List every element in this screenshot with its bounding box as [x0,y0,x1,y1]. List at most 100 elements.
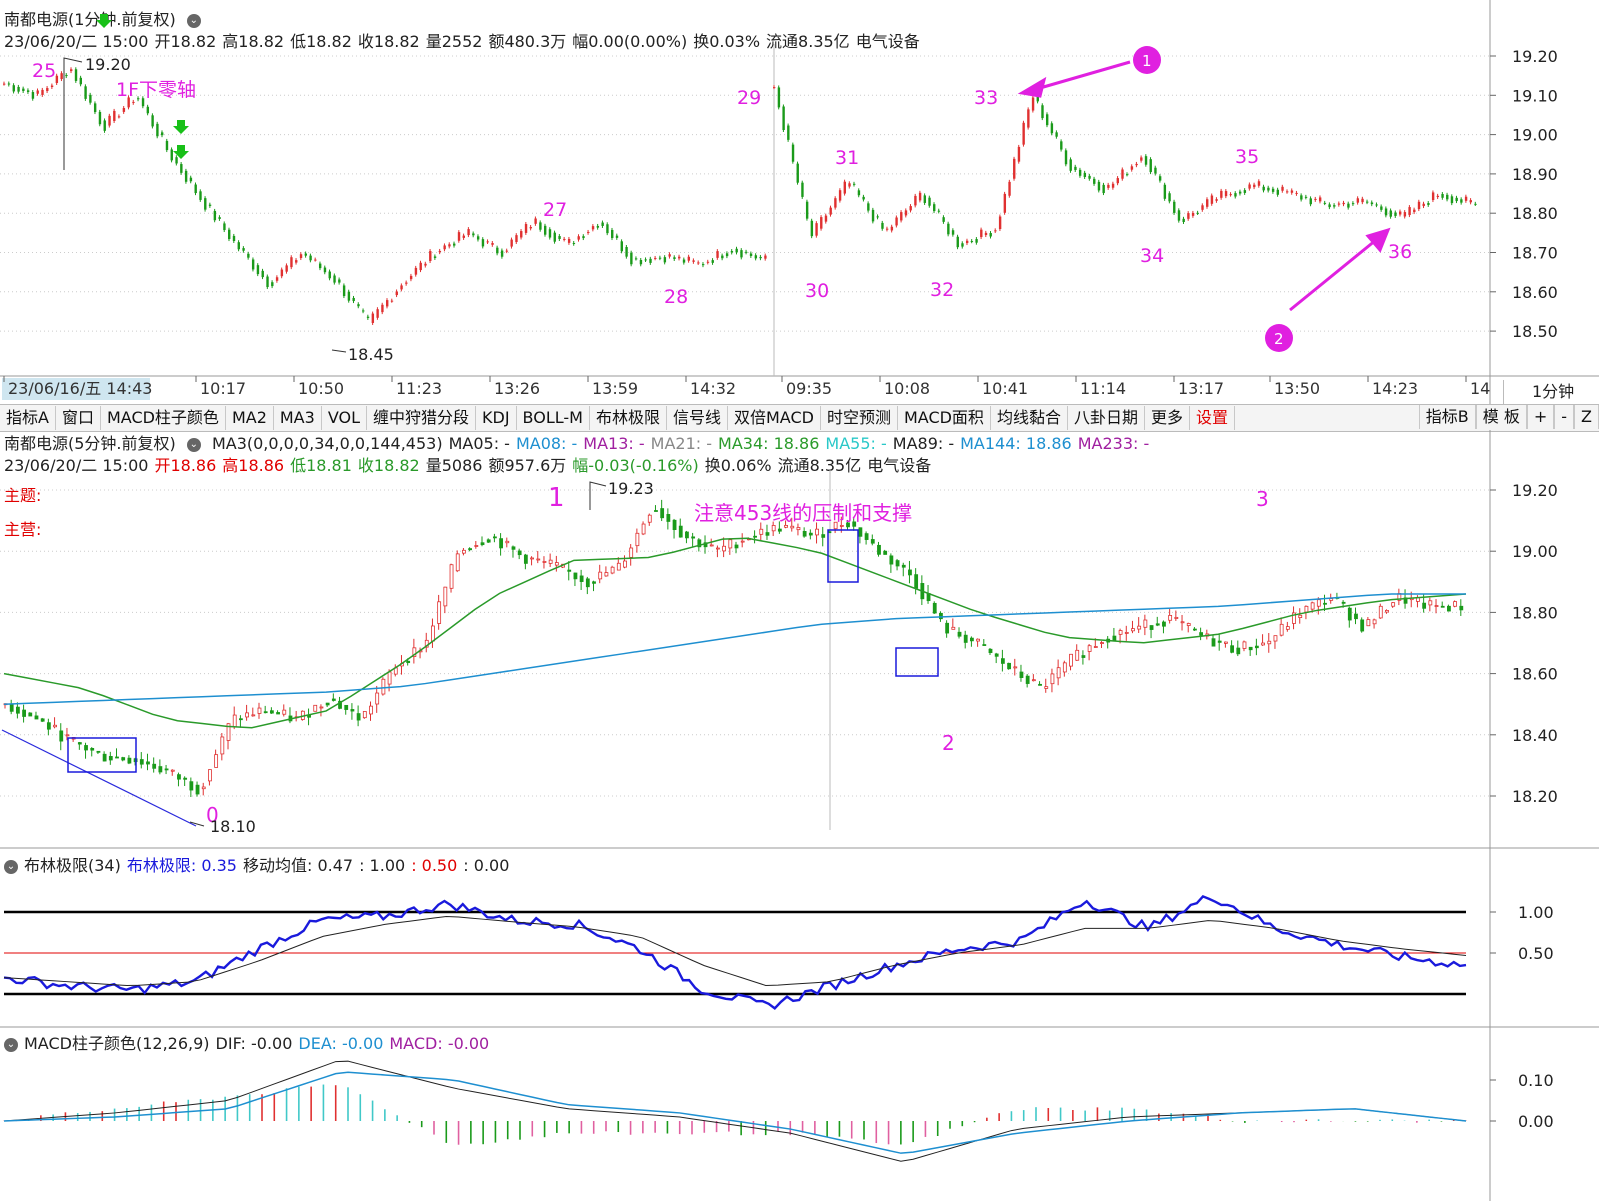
toolbar-item-4[interactable]: MA3 [274,406,322,430]
circle-marker [1133,46,1161,74]
toolbar-item-8[interactable]: BOLL-M [517,406,590,430]
price-candle-body [900,212,903,221]
toolbar-right-item-2[interactable]: + [1526,405,1555,429]
boll-legend-item-4: : 0.00 [463,856,510,875]
toolbar-right-item-4[interactable]: Z [1574,405,1599,429]
price-candle-body [601,222,604,226]
chevron-down-icon[interactable]: ⌄ [4,1037,18,1052]
price-candle-body [309,255,312,261]
circle-marker-label: 2 [1274,330,1284,348]
price-candle-body [777,528,782,532]
boll-title-0: 布林极限(34) [24,856,121,875]
price-candle-body [1017,146,1021,162]
toolbar-right-item-1[interactable]: 模 板 [1475,405,1527,429]
toolbar-right-item-0[interactable]: 指标B [1418,405,1476,429]
toolbar-item-0[interactable]: 指标A [0,406,56,430]
price-candle-body [864,533,869,540]
toolbar-item-16[interactable]: 更多 [1145,406,1190,430]
price-candle-body [102,753,107,762]
mid-header: 南都电源(5分钟.前复权) ⌄ MA3(0,0,0,0,34,0,0,144,4… [4,430,1155,454]
price-candle-body [1366,201,1369,203]
price-candle-body [282,709,287,715]
price-candle-body [352,297,355,302]
top-title: 南都电源(1分钟.前复权) [4,10,176,29]
price-candle-body [1372,619,1377,625]
price-candle-body [1168,615,1173,621]
chevron-down-icon[interactable]: ⌄ [186,13,201,28]
toolbar-item-17[interactable]: 设置 [1190,406,1235,430]
toolbar-item-3[interactable]: MA2 [226,406,274,430]
price-candle-body [70,69,73,72]
price-candle-body [853,183,856,185]
price-candle-body [821,534,826,538]
toolbar-item-15[interactable]: 八卦日期 [1068,406,1145,430]
price-candle-body [366,316,370,318]
price-candle-body [753,535,757,538]
chart-annotation: 18.10 [210,817,256,836]
y-tick-label: 18.60 [1512,665,1558,684]
price-candle-body [1060,141,1063,150]
price-candle-body [1316,599,1321,607]
price-candle-body [449,564,454,589]
toolbar-item-2[interactable]: MACD柱子颜色 [101,406,226,430]
toolbar-item-14[interactable]: 均线黏合 [991,406,1068,430]
price-candle-body [195,784,200,795]
toolbar-right-item-3[interactable]: - [1554,405,1575,429]
price-candle-body [127,757,132,764]
price-candle-body [572,243,576,245]
price-candle-body [932,602,937,614]
price-candle-body [901,564,906,568]
toolbar-item-5[interactable]: VOL [322,406,367,430]
mid-title: 南都电源(5分钟.前复权) [4,434,176,453]
price-candle-body [1413,209,1416,213]
price-candle-body [691,536,696,539]
price-candle-body [1118,630,1123,635]
price-candle-body [623,560,627,568]
toolbar-item-13[interactable]: MACD面积 [898,406,991,430]
toolbar-item-10[interactable]: 信号线 [667,406,728,430]
period-label[interactable]: 1分钟 [1503,380,1599,404]
price-candle-body [194,184,197,194]
boll-mean-line [3,915,1467,987]
price-candle-body [1050,673,1055,685]
price-candle-body [904,210,908,216]
price-candle-body [12,85,15,92]
toolbar-item-11[interactable]: 双倍MACD [728,406,821,430]
boll-chart[interactable]: 1.00 0.50 [0,850,1599,1028]
toolbar-item-9[interactable]: 布林极限 [590,406,667,430]
chevron-down-icon[interactable]: ⌄ [186,437,201,452]
price-candle-body [1310,602,1315,610]
price-candle-body [261,270,264,278]
price-candle-body [1295,192,1298,194]
price-candle-body [641,523,646,535]
toolbar-item-6[interactable]: 缠中狩猎分段 [367,406,476,430]
price-candle-body [1351,203,1355,205]
toolbar-item-7[interactable]: KDJ [476,406,517,430]
price-candle-body [1460,199,1463,203]
price-candle-body [141,98,145,107]
price-candle-body [658,257,662,259]
price-candle-body [453,243,456,246]
price-candle-body [65,734,70,737]
toolbar-item-1[interactable]: 窗口 [56,406,101,430]
price-candle-body [1083,172,1087,178]
macd-chart[interactable]: 0.10 0.00 [0,1028,1599,1201]
price-candle-body [782,106,785,131]
price-candle-body [1347,607,1352,621]
price-candle-body [1143,619,1148,628]
price-candle-body [548,229,552,238]
price-candle-body [1236,647,1241,655]
price-candle-body [745,251,748,253]
price-candle-body [15,706,20,714]
price-candle-body [28,712,33,717]
price-candle-body [1107,184,1110,188]
toolbar-item-12[interactable]: 时空预测 [821,406,898,430]
mid-price-chart[interactable]: 19.20 19.00 18.80 18.60 18.40 18.20 1 19.23 注意45… [0,430,1599,850]
price-candle-body [1149,159,1152,173]
top-info-item-7: 幅0.00(0.00%) [572,32,688,51]
top-price-chart[interactable]: 19.20 19.10 19.00 18.90 18.80 18.70 18.60 18.50… [0,0,1599,404]
chevron-down-icon[interactable]: ⌄ [4,859,18,874]
mid-info-item-1: 开18.86 [154,456,217,475]
price-candle-body [1408,207,1411,216]
price-candle-body [989,233,992,237]
